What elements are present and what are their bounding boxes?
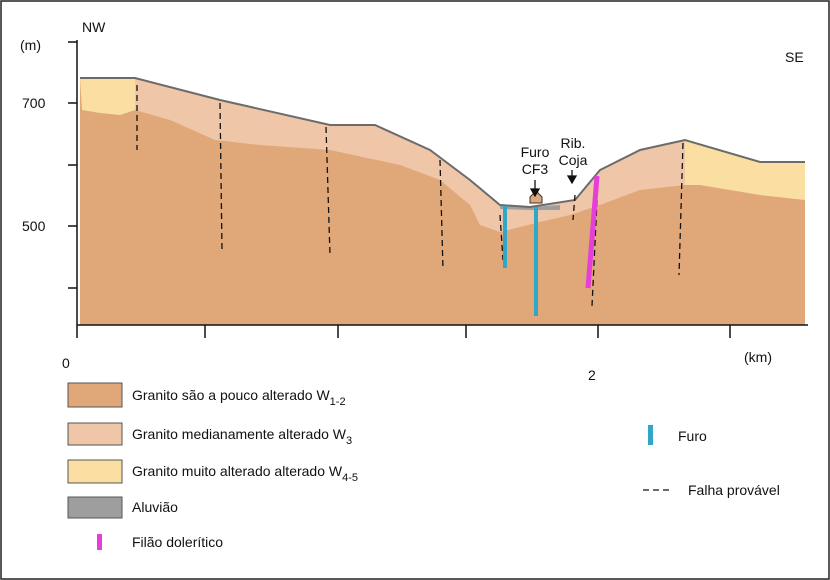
x-unit: (km) [744,349,772,365]
legend-label: Furo [678,428,707,444]
text: Granito muito alterado alterado W [132,463,343,479]
y-label: 700 [22,95,46,111]
text: 4-5 [342,472,358,484]
annotation: Furo [521,144,550,160]
annotation: CF3 [522,161,549,177]
section-end: SE [785,49,804,65]
section-end: NW [82,19,106,35]
text: 3 [346,435,352,447]
annotation: Coja [559,152,588,168]
x-label: 0 [62,355,70,371]
diagram: Furo CF3 Rib. Coja (m) NW SE 700 500 0 2… [0,0,830,580]
text: 1-2 [330,396,346,408]
x-label: 2 [588,367,596,383]
y-unit: (m) [20,37,41,53]
annotation: Rib. [561,135,586,151]
legend-label: Filão dolerítico [132,534,223,550]
layer-w45-left [80,78,135,115]
y-label: 500 [22,218,46,234]
text: Granito medianamente alterado W [132,426,347,442]
legend-label: Falha provável [688,482,780,498]
text: Granito são a pouco alterado W [132,387,330,403]
legend-label: Aluvião [132,499,178,515]
